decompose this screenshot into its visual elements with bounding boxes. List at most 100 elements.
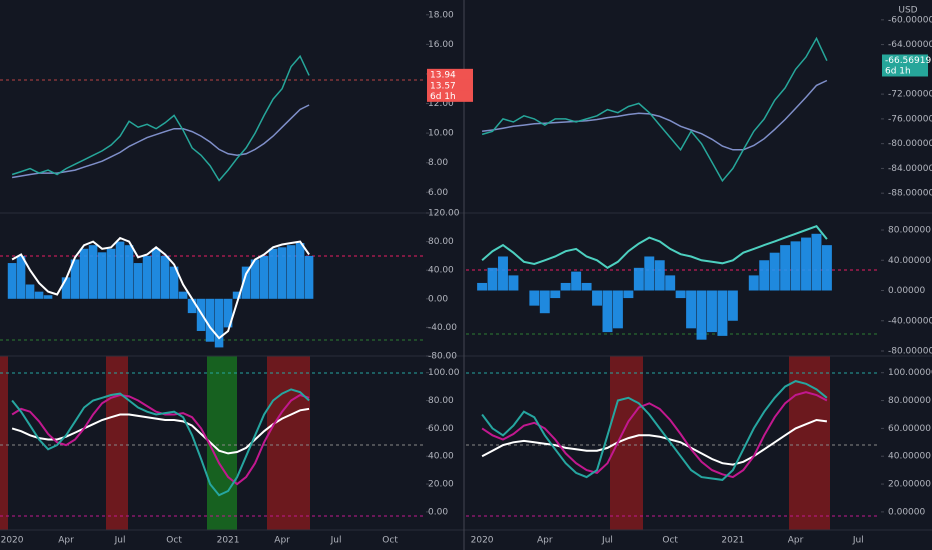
histogram-bar [304, 255, 314, 299]
y-tick-label: 20.00000 [888, 480, 931, 490]
series-line [481, 225, 828, 269]
y-tick-label: -40.00000 [888, 316, 932, 326]
price-label-box [427, 68, 473, 81]
histogram-bar [571, 271, 582, 291]
y-tick-label: 60.00 [428, 424, 454, 434]
histogram-bar [115, 241, 125, 299]
x-tick-label: 2021 [217, 536, 240, 546]
histogram-bar [250, 259, 260, 299]
series-line [481, 418, 828, 466]
y-tick-label: 18.00 [428, 10, 454, 20]
y-tick-label: 80.00 [428, 237, 454, 247]
histogram-bar [665, 275, 676, 291]
countdown-label: 6d 1h [430, 92, 456, 102]
x-tick-label: Jul [852, 536, 864, 546]
histogram-bar [259, 255, 269, 299]
y-tick-label: 100.00 [428, 368, 460, 378]
histogram-bar [717, 290, 728, 336]
price-label-box [882, 54, 928, 67]
histogram-bar [133, 263, 143, 299]
histogram-bar [205, 298, 215, 342]
histogram-bar [811, 233, 822, 291]
y-tick-label: 80.00000 [888, 396, 931, 406]
y-tick-label: -64.00000 [888, 40, 932, 50]
series-line [11, 236, 310, 340]
x-tick-label: Oct [382, 536, 398, 546]
histogram-bar [7, 263, 17, 299]
histogram-bar [106, 248, 116, 299]
histogram-bar [232, 291, 242, 299]
histogram-bar [498, 256, 508, 291]
countdown-box [882, 65, 928, 77]
histogram-bar [43, 295, 53, 299]
histogram-bar [70, 259, 80, 299]
series-line [11, 388, 310, 497]
x-tick-label: Apr [788, 536, 804, 546]
price-label: 13.94 [430, 70, 456, 80]
histogram-bar [151, 248, 161, 299]
y-tick-label: 100.00000 [888, 368, 932, 378]
countdown-label: 6d 1h [885, 66, 911, 76]
x-tick-label: 2020 [471, 536, 494, 546]
y-tick-label: 0.00000 [888, 507, 925, 517]
histogram-bar [79, 248, 89, 299]
histogram-bar [277, 247, 287, 299]
y-tick-label: -60.00000 [888, 15, 932, 25]
histogram-bar [654, 260, 665, 291]
histogram-bar [25, 284, 35, 299]
histogram-bar [633, 267, 644, 291]
price-label: 13.57 [430, 81, 456, 91]
histogram-bar [560, 282, 571, 291]
x-tick-label: Jul [601, 536, 613, 546]
x-tick-label: Apr [274, 536, 290, 546]
x-tick-label: Apr [537, 536, 553, 546]
histogram-bar [550, 290, 561, 299]
histogram-bar [780, 245, 791, 291]
histogram-bar [821, 245, 832, 291]
histogram-bar [790, 241, 801, 291]
x-tick-label: Jul [330, 536, 342, 546]
histogram-bar [61, 277, 71, 299]
series-line [482, 79, 828, 151]
histogram-bar [169, 266, 179, 299]
price-label-box [427, 79, 473, 92]
y-tick-label: 0.00 [428, 294, 448, 304]
histogram-bar [801, 237, 811, 291]
histogram-bar [124, 245, 134, 299]
y-tick-label: 80.00 [428, 396, 454, 406]
y-tick-label: 0.00000 [888, 286, 925, 296]
histogram-bar [241, 266, 251, 299]
histogram-bar [142, 255, 152, 299]
series-line [11, 54, 310, 182]
series-line [481, 36, 828, 183]
x-tick-label: Jul [114, 536, 126, 546]
y-tick-label: 40.00 [428, 266, 454, 276]
y-tick-label: 120.00 [428, 209, 460, 219]
y-tick-label: 0.00 [428, 507, 448, 517]
y-tick-label: 40.00 [428, 452, 454, 462]
countdown-box [427, 90, 473, 102]
histogram-bar [223, 298, 233, 328]
price-label: -66.56919 [885, 56, 931, 66]
histogram-bar [769, 252, 780, 291]
histogram-bar [214, 298, 224, 348]
histogram-bar [539, 290, 550, 314]
y-tick-label: -80.00 [428, 352, 457, 362]
y-tick-label: 80.00000 [888, 226, 931, 236]
histogram-bar [16, 255, 26, 299]
histogram-bar [581, 282, 592, 291]
y-tick-label: 40.00000 [888, 452, 931, 462]
x-tick-label: Apr [58, 536, 74, 546]
x-tick-label: 2021 [721, 536, 744, 546]
histogram-bar [529, 290, 540, 306]
x-tick-label: 2020 [1, 536, 24, 546]
y-tick-label: 6.00 [428, 188, 448, 198]
histogram-bar [178, 291, 188, 299]
x-tick-label: Oct [662, 536, 678, 546]
y-tick-label: -80.00000 [888, 139, 932, 149]
histogram-bar [187, 298, 197, 314]
histogram-bar [727, 290, 738, 321]
histogram-bar [487, 267, 498, 291]
y-tick-label: 12.00 [428, 99, 454, 109]
y-tick-label: -40.00 [428, 323, 457, 333]
